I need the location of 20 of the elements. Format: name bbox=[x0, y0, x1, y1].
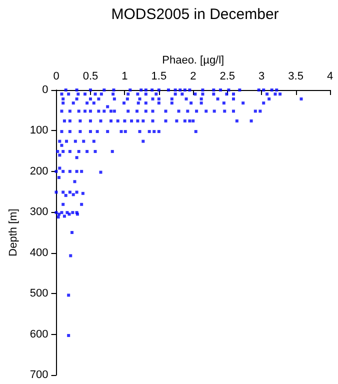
x-tick-label: 1 bbox=[122, 70, 128, 82]
x-tick-label: 0.5 bbox=[82, 70, 98, 82]
y-tick-label: 700 bbox=[30, 369, 48, 381]
y-axis-title: Depth [m] bbox=[8, 208, 20, 256]
chart-title: MODS2005 in December bbox=[111, 6, 279, 23]
x-tick-label: 2 bbox=[190, 70, 196, 82]
y-tick-label: 200 bbox=[30, 165, 48, 178]
y-tick-label: 500 bbox=[30, 288, 48, 300]
x-tick-label: 3 bbox=[258, 70, 265, 82]
x-tick-label: 0 bbox=[53, 70, 60, 82]
x-tick-label: 4 bbox=[326, 70, 334, 82]
y-tick-label: 600 bbox=[30, 328, 48, 340]
x-axis-title: Phaeo. [µg/l] bbox=[162, 54, 224, 66]
y-tick-label: 400 bbox=[30, 246, 48, 259]
x-tick-label: 1.5 bbox=[151, 70, 167, 82]
y-tick-label: 100 bbox=[30, 124, 48, 137]
y-tick-label: 0 bbox=[42, 84, 48, 96]
x-tick-label: 3.5 bbox=[288, 70, 304, 82]
y-tick-label: 300 bbox=[30, 206, 48, 218]
x-tick-label: 2.5 bbox=[220, 70, 235, 82]
